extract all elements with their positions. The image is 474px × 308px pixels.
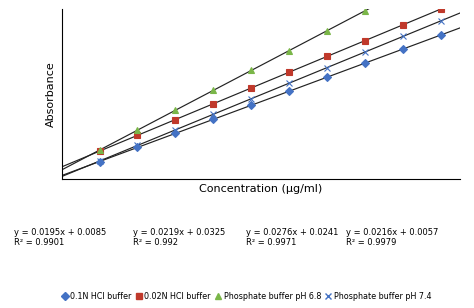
Text: y = 0.0195x + 0.0085
R² = 0.9901: y = 0.0195x + 0.0085 R² = 0.9901 (14, 228, 107, 247)
X-axis label: Concentration (μg/ml): Concentration (μg/ml) (199, 184, 322, 194)
Text: y = 0.0276x + 0.0241
R² = 0.9971: y = 0.0276x + 0.0241 R² = 0.9971 (246, 228, 339, 247)
Text: y = 0.0219x + 0.0325
R² = 0.992: y = 0.0219x + 0.0325 R² = 0.992 (133, 228, 225, 247)
Y-axis label: Absorbance: Absorbance (46, 61, 56, 127)
Legend: 0.1N HCl buffer, 0.02N HCl buffer, Phosphate buffer pH 6.8, Phosphate buffer pH : 0.1N HCl buffer, 0.02N HCl buffer, Phosp… (58, 289, 435, 304)
Text: y = 0.0216x + 0.0057
R² = 0.9979: y = 0.0216x + 0.0057 R² = 0.9979 (346, 228, 438, 247)
